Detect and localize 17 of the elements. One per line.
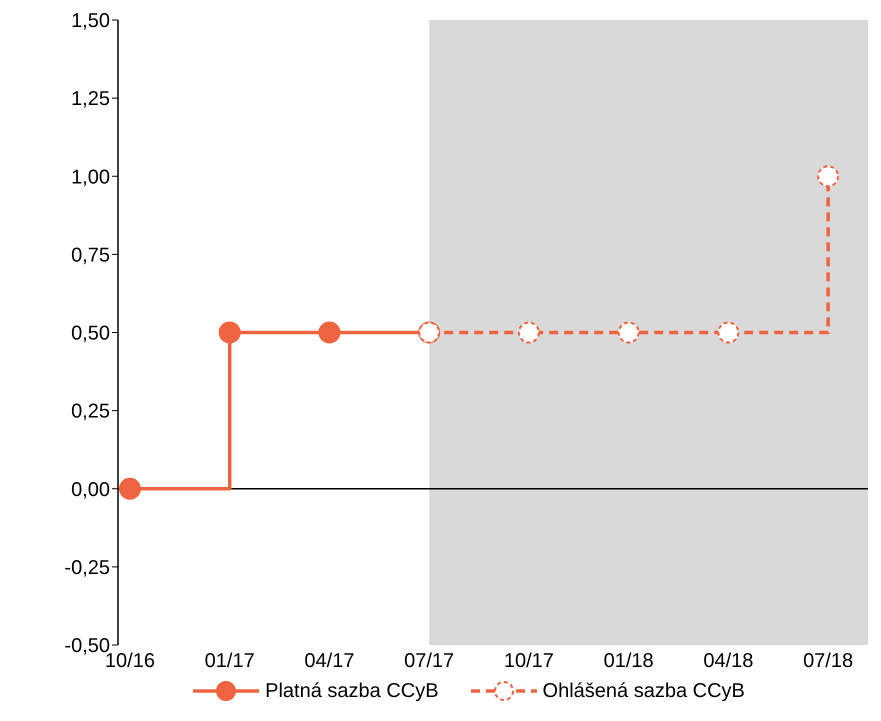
y-tick-label: 0,50 — [71, 322, 110, 345]
y-tick-label: 1,00 — [71, 166, 110, 188]
legend-label: Platná sazba CCyB — [265, 680, 439, 702]
x-tick-label: 07/17 — [404, 650, 454, 672]
y-tick-label: 0,75 — [71, 244, 110, 266]
y-tick-label: -0,25 — [64, 556, 110, 579]
y-tick-label: 0,25 — [71, 400, 110, 423]
legend-label: Ohlášená sazba CCyB — [542, 680, 745, 702]
y-tick-label: 0,00 — [71, 478, 110, 501]
x-tick-label: 01/17 — [204, 650, 255, 672]
x-tick-label: 04/18 — [703, 650, 754, 672]
x-tick-label: 04/17 — [304, 650, 354, 672]
x-tick-label: 10/17 — [504, 650, 554, 672]
y-tick-label: 1,50 — [71, 10, 110, 32]
x-tick-label: 01/18 — [604, 650, 654, 672]
x-tick-label: 07/18 — [803, 650, 854, 672]
y-tick-label: 1,25 — [71, 88, 110, 110]
